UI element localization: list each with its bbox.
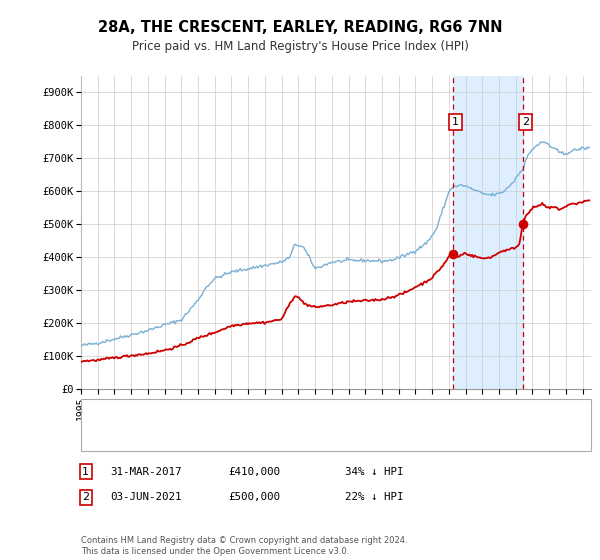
Text: 2: 2: [82, 492, 89, 502]
Text: Price paid vs. HM Land Registry's House Price Index (HPI): Price paid vs. HM Land Registry's House …: [131, 40, 469, 53]
Bar: [453, 76, 523, 389]
Text: HPI: Average price, detached house, Wokingham: HPI: Average price, detached house, Woki…: [124, 432, 370, 442]
Text: 2: 2: [522, 117, 529, 127]
Text: 31-MAR-2017: 31-MAR-2017: [110, 466, 181, 477]
Text: 1: 1: [82, 466, 89, 477]
Text: 1: 1: [452, 117, 459, 127]
Text: 28A, THE CRESCENT, EARLEY, READING, RG6 7NN (detached house): 28A, THE CRESCENT, EARLEY, READING, RG6 …: [124, 408, 470, 418]
Text: £410,000: £410,000: [228, 466, 280, 477]
Text: 34% ↓ HPI: 34% ↓ HPI: [345, 466, 404, 477]
Text: Contains HM Land Registry data © Crown copyright and database right 2024.
This d: Contains HM Land Registry data © Crown c…: [81, 536, 407, 556]
Text: 03-JUN-2021: 03-JUN-2021: [110, 492, 181, 502]
Text: 28A, THE CRESCENT, EARLEY, READING, RG6 7NN: 28A, THE CRESCENT, EARLEY, READING, RG6 …: [98, 20, 502, 35]
Text: 22% ↓ HPI: 22% ↓ HPI: [345, 492, 404, 502]
Text: £500,000: £500,000: [228, 492, 280, 502]
